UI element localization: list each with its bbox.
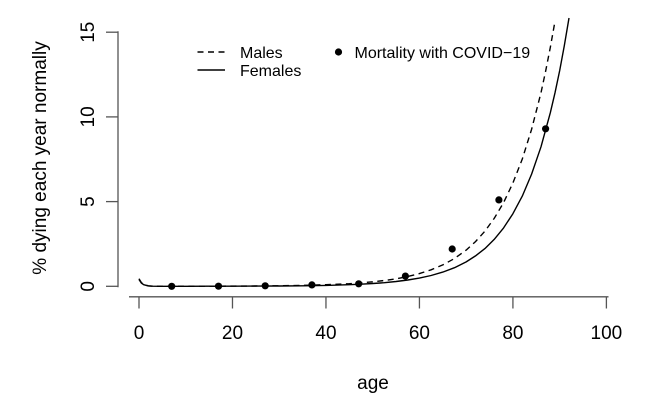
covid-mortality-point — [401, 272, 409, 280]
y-tick-label: 0 — [78, 281, 99, 292]
y-tick-label: 5 — [78, 196, 99, 207]
axes: 0 20 40 60 80 100 0 5 10 15 — [78, 22, 622, 344]
covid-mortality-point — [214, 282, 223, 290]
covid-mortality-point — [308, 281, 316, 289]
x-tick-label: 20 — [222, 323, 243, 344]
x-tick-label: 60 — [409, 323, 430, 344]
x-tick-label: 0 — [134, 323, 145, 344]
covid-mortality-point — [355, 280, 363, 288]
x-tick-label: 40 — [315, 323, 336, 344]
y-axis-label: % dying each year normally — [30, 41, 51, 275]
curve-females — [138, 17, 570, 287]
legend-females-label: Females — [240, 63, 301, 80]
covid-mortality-point — [495, 196, 503, 204]
x-tick-label: 100 — [591, 323, 623, 344]
y-tick-label: 15 — [78, 22, 99, 43]
covid-mortality-point — [448, 245, 456, 253]
legend-covid-point-sample — [334, 48, 343, 56]
y-tick-label: 10 — [78, 106, 99, 127]
data-series — [138, 17, 570, 290]
legend: Males Females Mortality with COVID−19 — [197, 45, 531, 80]
x-axis-label: age — [357, 373, 389, 394]
legend-covid-label: Mortality with COVID−19 — [355, 45, 531, 62]
legend-males-label: Males — [240, 45, 283, 62]
covid-mortality-point — [261, 282, 269, 290]
covid-mortality-point — [168, 282, 176, 290]
x-tick-label: 80 — [502, 323, 523, 344]
covid-mortality-point — [542, 125, 550, 133]
